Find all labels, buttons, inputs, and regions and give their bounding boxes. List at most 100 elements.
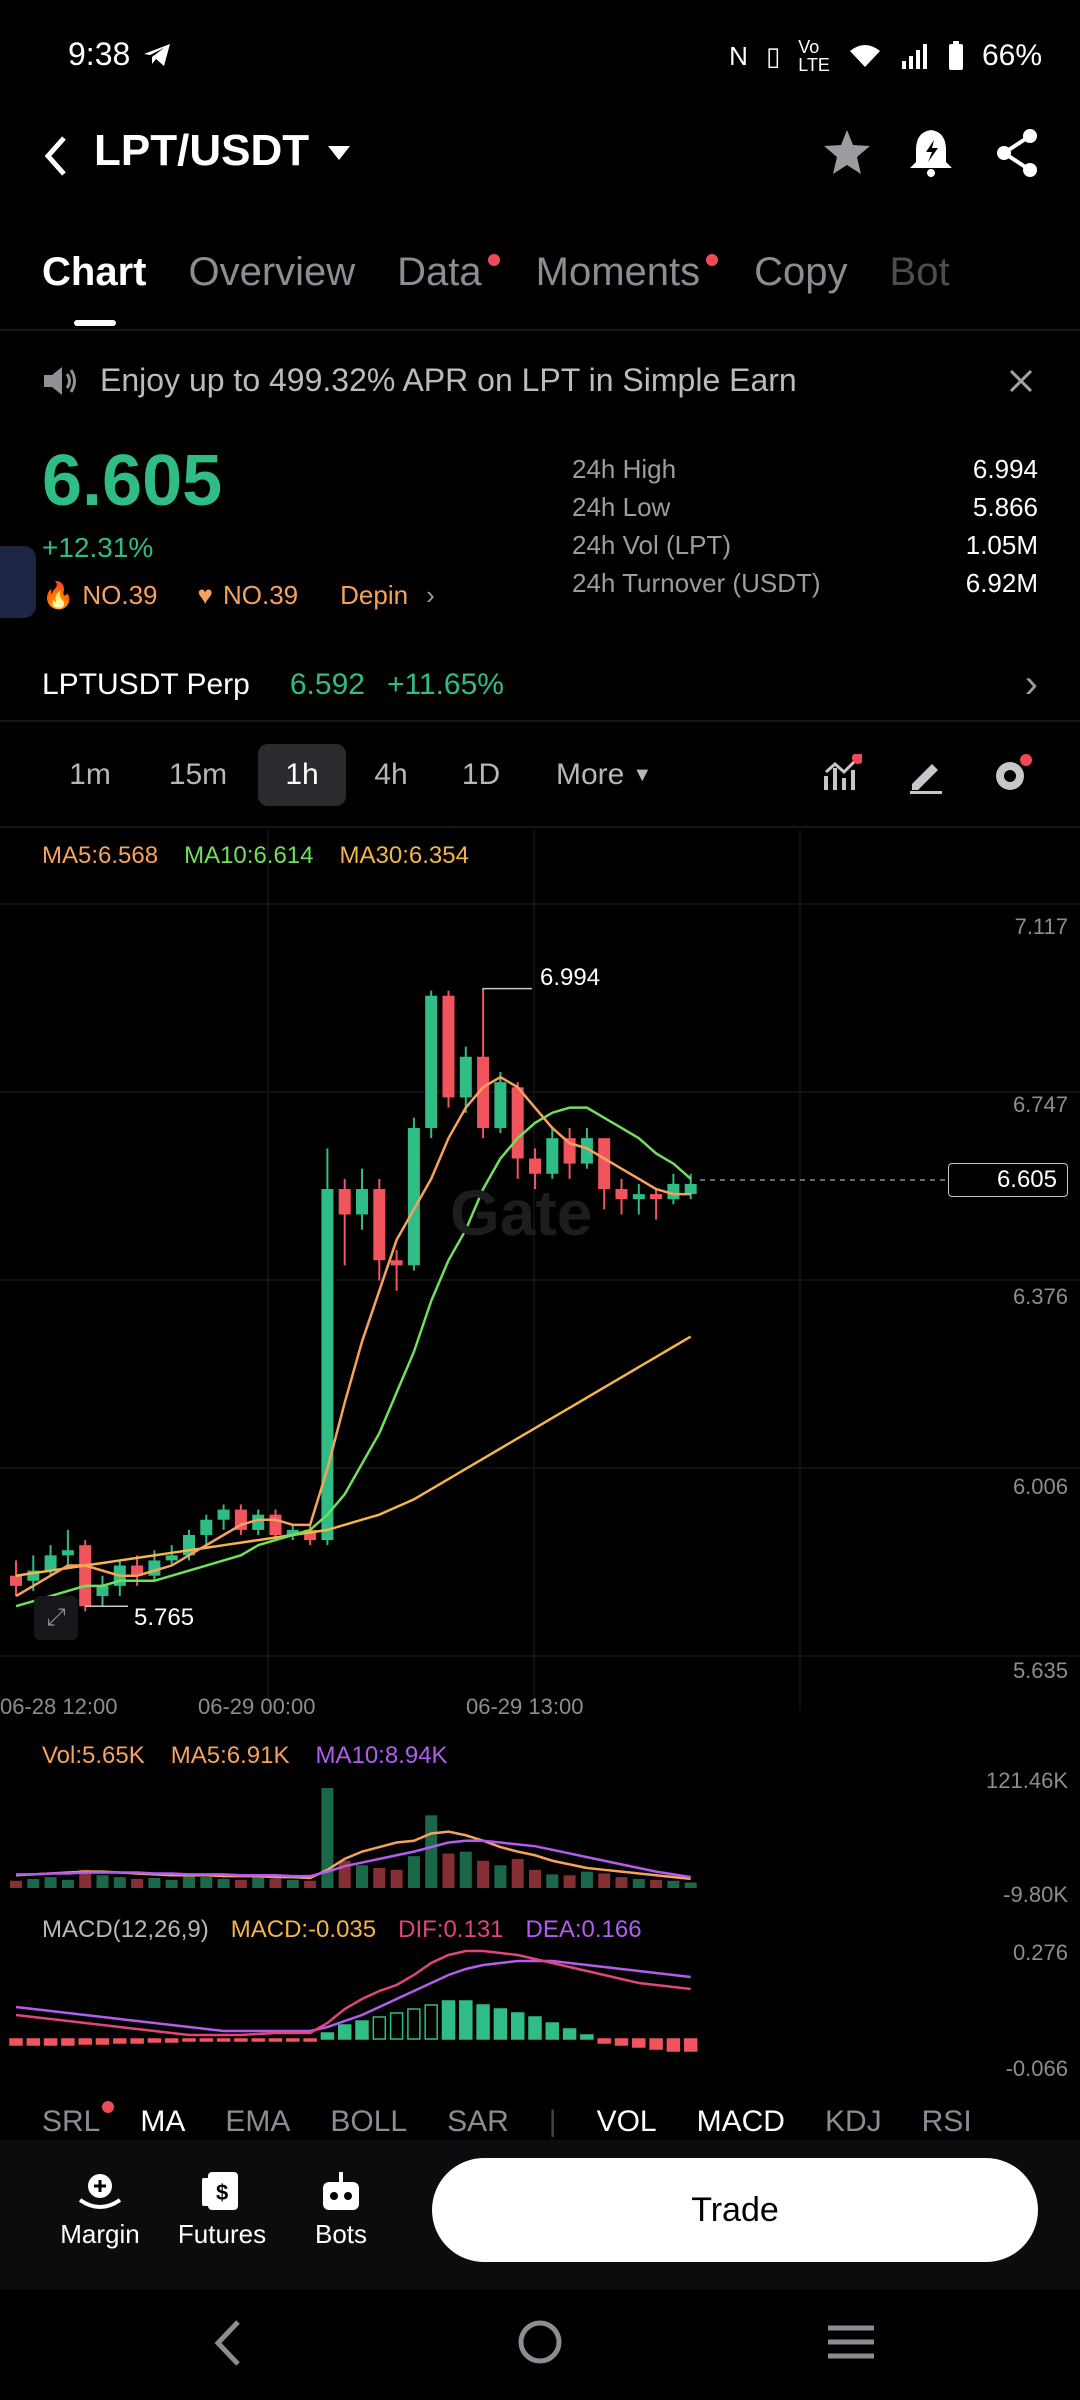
- futures-icon: $: [202, 2172, 238, 2210]
- perp-row[interactable]: LPTUSDT Perp 6.592 +11.65% ›: [42, 662, 1038, 707]
- candle-body: [546, 1138, 559, 1174]
- share-icon[interactable]: [994, 128, 1040, 178]
- indicator-macd[interactable]: MACD: [696, 2105, 785, 2138]
- ma30-line: [15, 1335, 692, 1577]
- volume-bar: [407, 1856, 420, 1888]
- promo-banner[interactable]: Enjoy up to 499.32% APR on LPT in Simple…: [0, 352, 1080, 412]
- stat-value: 1.05M: [965, 530, 1038, 560]
- candle-body: [650, 1194, 663, 1200]
- watermark-logo: Gate: [450, 1177, 592, 1249]
- tab-chart[interactable]: Chart: [42, 250, 147, 294]
- nfc-icon: N: [729, 40, 748, 71]
- interval-1h[interactable]: 1h: [258, 744, 346, 806]
- candle-body: [407, 1127, 420, 1266]
- trade-button[interactable]: Trade: [432, 2158, 1038, 2262]
- macd-bar: [545, 2022, 560, 2040]
- tab-copy[interactable]: Copy: [754, 250, 848, 294]
- volume-bar: [563, 1875, 576, 1888]
- ma5-legend: MA5:6.568: [42, 842, 159, 869]
- interval-1m[interactable]: 1m: [69, 758, 111, 791]
- chevron-right-icon: ›: [1024, 662, 1038, 706]
- candle-body: [217, 1509, 230, 1520]
- tab-data[interactable]: Data: [397, 250, 500, 295]
- fire-icon: 🔥: [42, 580, 75, 610]
- expand-icon[interactable]: ⤢: [34, 1596, 78, 1640]
- interval-4h[interactable]: 4h: [374, 758, 408, 791]
- star-icon[interactable]: [822, 128, 872, 176]
- interval-more[interactable]: More: [556, 758, 625, 791]
- rank-hot[interactable]: NO.39: [82, 580, 158, 610]
- macd-bar: [268, 2038, 283, 2042]
- macd-bar: [251, 2038, 265, 2042]
- tab-overview[interactable]: Overview: [188, 250, 356, 294]
- sector-tag[interactable]: Depin: [340, 580, 409, 610]
- nav-home-icon[interactable]: [516, 2318, 564, 2366]
- battery-icon: [948, 41, 963, 70]
- bots-button[interactable]: Bots: [296, 2170, 386, 2250]
- alert-bell-icon[interactable]: [908, 128, 954, 178]
- close-icon[interactable]: [1008, 368, 1034, 394]
- volte-icon: Vo LTE: [798, 37, 830, 75]
- nav-back-icon[interactable]: [210, 2318, 246, 2368]
- draw-pencil-icon[interactable]: [906, 754, 946, 794]
- tab-moments[interactable]: Moments: [536, 250, 719, 295]
- futures-button[interactable]: $ Futures: [172, 2170, 272, 2250]
- interval-15m[interactable]: 15m: [168, 758, 228, 791]
- vol-ma10-legend: MA10:8.94K: [315, 1742, 448, 1769]
- candle-body: [684, 1183, 697, 1195]
- signal-icon: [901, 44, 927, 69]
- low-label: 5.765: [134, 1604, 195, 1631]
- margin-button[interactable]: Margin: [52, 2170, 148, 2250]
- chart-grid: [0, 830, 1080, 1710]
- notification-dot: [102, 2101, 115, 2113]
- tab-bot[interactable]: Bot: [889, 250, 950, 294]
- status-bar: 9:38 N ▯ Vo LTE 66%: [0, 0, 1080, 110]
- candlestick-chart[interactable]: Gate: [0, 830, 1080, 1710]
- candle-body: [580, 1138, 593, 1164]
- vibrate-icon: ▯: [765, 40, 781, 71]
- indicator-icon[interactable]: [822, 754, 862, 794]
- indicator-sar[interactable]: SAR: [447, 2105, 509, 2138]
- volume-bar: [200, 1877, 213, 1888]
- stat-label: 24h Turnover (USDT): [572, 568, 821, 598]
- indicator-vol[interactable]: VOL: [596, 2105, 657, 2138]
- interval-1d[interactable]: 1D: [461, 758, 501, 791]
- settings-gear-icon[interactable]: [990, 752, 1034, 796]
- volume-bar: [373, 1868, 386, 1888]
- volume-bar: [529, 1869, 541, 1888]
- volume-bar: [494, 1865, 507, 1888]
- macd-chart: [9, 1949, 698, 2052]
- bot-icon: [323, 2172, 359, 2210]
- macd-bar: [130, 2038, 144, 2044]
- pair-title[interactable]: LPT/USDT: [94, 126, 310, 175]
- indicator-ma[interactable]: MA: [140, 2105, 186, 2138]
- indicator-kdj[interactable]: KDJ: [824, 2105, 882, 2138]
- macd-bar: [683, 2038, 698, 2052]
- macd-bar: [113, 2038, 127, 2044]
- macd-bar: [320, 2032, 335, 2040]
- rank-fav[interactable]: NO.39: [222, 580, 299, 610]
- floating-widget[interactable]: [0, 546, 36, 618]
- divider: [0, 720, 1080, 722]
- margin-icon: [78, 2174, 122, 2209]
- back-icon[interactable]: [42, 134, 70, 178]
- nav-recents-icon[interactable]: [826, 2322, 876, 2362]
- dropdown-icon[interactable]: [328, 146, 350, 162]
- indicator-srl[interactable]: SRL: [42, 2101, 115, 2139]
- indicator-boll[interactable]: BOLL: [330, 2105, 408, 2138]
- stat-value: 6.994: [972, 454, 1038, 484]
- notification-dot: [706, 254, 719, 266]
- indicator-rsi[interactable]: RSI: [921, 2105, 972, 2138]
- telegram-icon: [144, 44, 170, 66]
- macd-bar: [493, 2008, 508, 2040]
- last-price-tag: 6.605: [948, 1163, 1068, 1197]
- svg-text:$: $: [216, 2180, 228, 2205]
- volume-bar: [580, 1871, 593, 1888]
- macd-bar: [666, 2038, 681, 2052]
- macd-bar: [61, 2038, 75, 2046]
- candle-body: [44, 1555, 57, 1571]
- macd-y-top: 0.276: [1012, 1940, 1068, 1965]
- indicator-ema[interactable]: EMA: [225, 2105, 291, 2138]
- volume-bar: [217, 1878, 230, 1888]
- rank-row: 🔥 NO.39 ♥ NO.39 Depin ›: [42, 580, 435, 611]
